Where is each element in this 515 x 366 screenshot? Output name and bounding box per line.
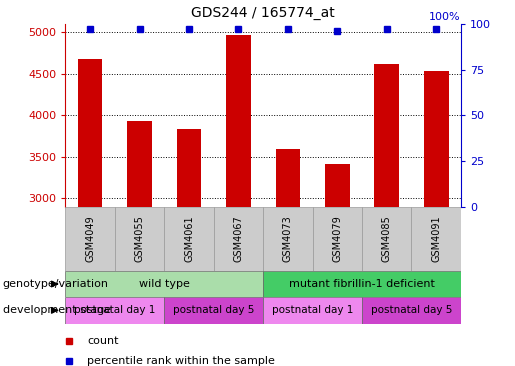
Bar [362, 207, 411, 271]
Bar [313, 207, 362, 271]
Text: GSM4085: GSM4085 [382, 216, 392, 262]
Text: percentile rank within the sample: percentile rank within the sample [87, 356, 275, 366]
Text: postnatal day 1: postnatal day 1 [74, 305, 156, 315]
Text: GSM4079: GSM4079 [332, 216, 342, 262]
Text: mutant fibrillin-1 deficient: mutant fibrillin-1 deficient [289, 279, 435, 289]
Text: GSM4073: GSM4073 [283, 216, 293, 262]
Bar [65, 297, 164, 324]
Bar [214, 207, 263, 271]
Text: GSM4061: GSM4061 [184, 216, 194, 262]
Bar [127, 121, 152, 207]
Text: count: count [87, 336, 118, 346]
Bar [411, 207, 461, 271]
Text: postnatal day 1: postnatal day 1 [272, 305, 353, 315]
Bar [362, 297, 461, 324]
Text: postnatal day 5: postnatal day 5 [371, 305, 452, 315]
Bar [374, 64, 399, 207]
Bar [276, 149, 300, 207]
Bar [65, 271, 263, 297]
Bar [424, 71, 449, 207]
Bar [177, 130, 201, 207]
Text: GSM4049: GSM4049 [85, 216, 95, 262]
Text: postnatal day 5: postnatal day 5 [173, 305, 254, 315]
Bar [263, 271, 461, 297]
Bar [78, 59, 102, 207]
Text: GSM4067: GSM4067 [233, 216, 244, 262]
Bar [263, 297, 362, 324]
Text: development stage: development stage [3, 305, 111, 315]
Bar [226, 36, 251, 207]
Text: 100%: 100% [430, 12, 461, 22]
Bar [164, 207, 214, 271]
Text: wild type: wild type [139, 279, 190, 289]
Bar [164, 297, 263, 324]
Bar [263, 207, 313, 271]
Text: GSM4091: GSM4091 [431, 216, 441, 262]
Text: genotype/variation: genotype/variation [3, 279, 109, 289]
Bar [115, 207, 164, 271]
Title: GDS244 / 165774_at: GDS244 / 165774_at [191, 6, 335, 20]
Bar [65, 207, 115, 271]
Text: GSM4055: GSM4055 [134, 215, 145, 262]
Bar [325, 164, 350, 207]
